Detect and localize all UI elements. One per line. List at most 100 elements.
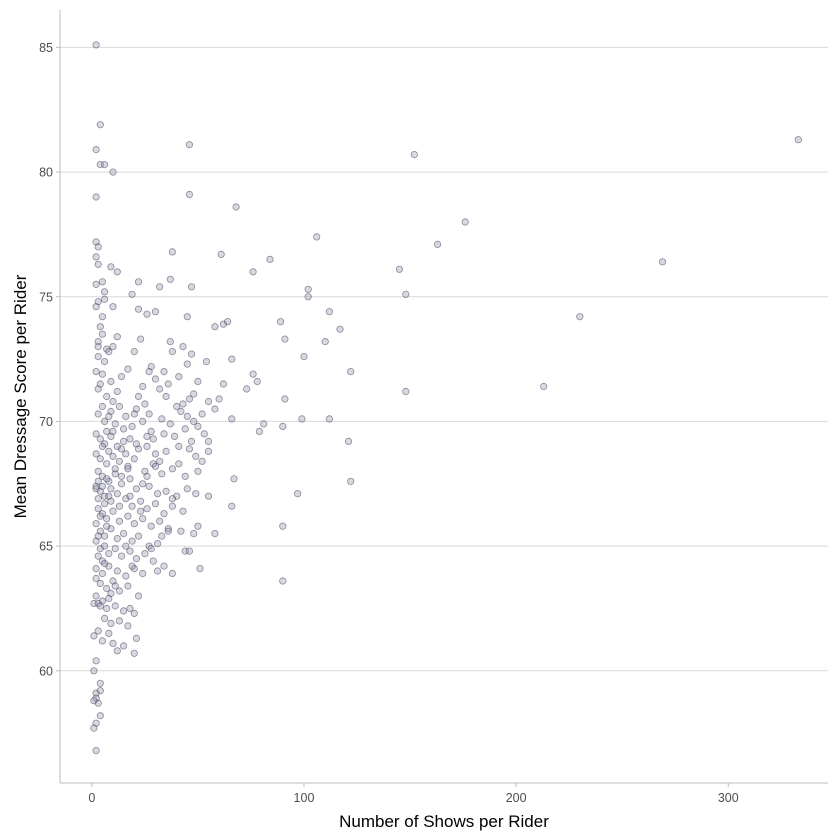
data-point: [124, 582, 132, 590]
data-point: [98, 569, 107, 578]
data-point: [122, 542, 130, 550]
data-point: [96, 435, 104, 443]
data-point: [101, 542, 109, 550]
data-point: [128, 562, 136, 570]
data-point: [204, 397, 213, 406]
data-point: [103, 515, 111, 523]
data-point: [96, 687, 104, 695]
data-point: [109, 639, 117, 648]
y-tick-label: 85: [39, 41, 53, 55]
data-point: [151, 375, 160, 383]
data-point: [101, 417, 109, 425]
data-point: [325, 415, 333, 423]
data-point: [134, 592, 143, 600]
data-point: [183, 412, 191, 420]
x-tick-labels: 0 100 200 300: [88, 783, 739, 805]
data-point: [107, 589, 115, 598]
data-point: [154, 490, 162, 498]
data-point: [192, 452, 200, 460]
data-point: [293, 490, 302, 498]
data-point: [461, 218, 469, 226]
data-point: [113, 647, 121, 655]
data-point: [175, 460, 183, 468]
data-point: [149, 435, 157, 443]
data-point: [211, 323, 219, 331]
data-point: [132, 485, 140, 493]
data-point: [215, 395, 223, 403]
y-gridlines: [60, 46, 828, 672]
data-point: [115, 457, 124, 465]
data-point: [151, 308, 160, 316]
data-point: [120, 642, 128, 650]
data-point: [109, 427, 117, 435]
data-point: [96, 455, 104, 463]
data-point: [111, 465, 119, 473]
data-point: [347, 477, 355, 485]
data-point: [279, 577, 287, 585]
data-point: [94, 552, 102, 560]
data-point: [107, 619, 115, 628]
data-point: [183, 360, 191, 368]
data-point: [198, 457, 206, 465]
data-point: [187, 437, 196, 445]
data-point: [109, 342, 117, 351]
data-point: [113, 534, 121, 543]
data-point: [336, 325, 344, 333]
data-point: [90, 724, 98, 732]
data-point: [103, 604, 111, 613]
data-point: [151, 500, 160, 508]
data-point: [105, 412, 113, 420]
data-point: [260, 420, 268, 428]
data-point: [228, 355, 236, 363]
data-point: [128, 422, 136, 430]
data-point: [134, 305, 143, 313]
data-point: [139, 569, 147, 578]
data-point: [115, 517, 124, 525]
data-point: [94, 243, 102, 251]
data-point: [124, 622, 132, 630]
data-point: [145, 367, 153, 376]
data-point: [211, 405, 219, 413]
data-point: [433, 240, 442, 248]
data-point: [154, 539, 162, 548]
data-point: [198, 410, 206, 418]
data-point: [98, 313, 107, 321]
data-point: [173, 492, 181, 500]
data-point: [158, 532, 166, 540]
data-point: [92, 253, 100, 261]
data-point: [105, 447, 113, 455]
data-point: [96, 380, 104, 388]
data-point: [139, 515, 147, 523]
data-point: [92, 303, 100, 311]
data-point: [115, 402, 124, 411]
data-point: [94, 410, 102, 418]
data-point: [122, 495, 130, 503]
data-point: [111, 602, 119, 610]
data-point: [115, 617, 124, 625]
data-point: [105, 492, 113, 500]
data-point: [219, 320, 227, 328]
data-point: [200, 430, 208, 438]
data-point: [111, 420, 119, 428]
data-point: [202, 357, 210, 366]
data-point: [147, 522, 155, 530]
data-point: [183, 485, 191, 493]
data-point: [117, 445, 126, 453]
data-point: [175, 372, 183, 381]
data-point: [145, 410, 153, 418]
x-tick-label: 300: [718, 791, 739, 805]
data-point: [168, 347, 176, 356]
data-point: [325, 308, 333, 316]
data-point: [124, 512, 132, 520]
data-point: [126, 435, 134, 443]
data-point: [130, 609, 138, 618]
data-point: [204, 437, 213, 445]
data-point: [94, 342, 102, 351]
data-point: [92, 746, 100, 755]
data-point: [313, 233, 321, 241]
data-point: [175, 442, 183, 450]
data-point: [160, 510, 168, 518]
data-point: [113, 567, 121, 575]
data-point: [92, 592, 100, 600]
